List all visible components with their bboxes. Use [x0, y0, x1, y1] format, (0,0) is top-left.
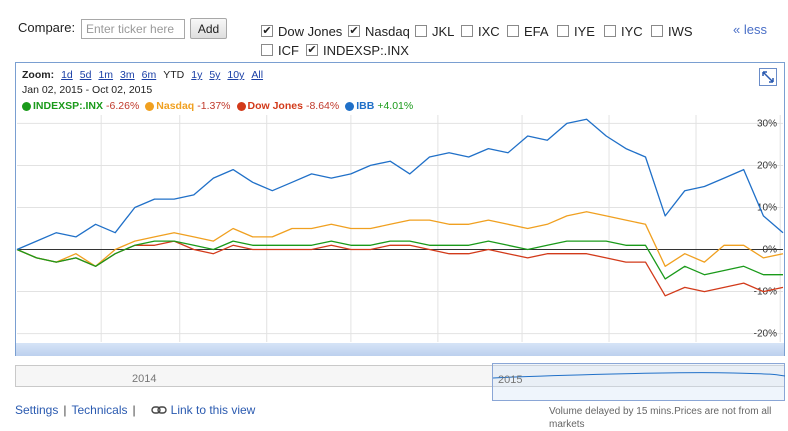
compare-item-label: Dow Jones: [278, 23, 343, 39]
compare-item-label: IXC: [478, 23, 500, 39]
settings-link[interactable]: Settings: [15, 403, 59, 417]
compare-item-label: Nasdaq: [365, 23, 410, 39]
series-line-ibb: [16, 118, 784, 251]
navigator-year-label: 2014: [132, 373, 157, 385]
checkbox-icon[interactable]: ✔: [306, 43, 318, 56]
legend-item[interactable]: Nasdaq -1.37%: [145, 100, 231, 112]
legend-dot-icon: [145, 101, 155, 111]
legend-dot-icon: [345, 101, 355, 111]
checkbox-icon[interactable]: [461, 25, 473, 37]
time-navigator[interactable]: 2014 2015: [15, 363, 786, 401]
compare-nasdaq[interactable]: ✔ Nasdaq: [348, 22, 410, 40]
zoom-all[interactable]: All: [251, 69, 264, 81]
checkbox-icon[interactable]: [415, 25, 427, 37]
zoom-10y[interactable]: 10y: [227, 69, 245, 81]
add-button[interactable]: Add: [190, 18, 227, 39]
series-line-nasdaq: [16, 211, 784, 267]
link-separator: |: [63, 403, 67, 417]
navigator-year-label: 2015: [498, 374, 523, 386]
zoom-1y[interactable]: 1y: [191, 69, 203, 81]
compare-icf[interactable]: ICF: [261, 41, 299, 59]
checkbox-icon[interactable]: [651, 25, 663, 37]
compare-item-label: IYE: [574, 23, 595, 39]
compare-bar: Compare: Add ✔Dow Jones ✔Nasdaq JKL IXC …: [15, 13, 785, 63]
legend-change: +4.01%: [377, 100, 414, 112]
checkbox-icon[interactable]: [604, 25, 616, 37]
compare-indexsp[interactable]: ✔ INDEXSP:.INX: [306, 41, 409, 59]
technicals-link[interactable]: Technicals: [71, 403, 128, 417]
zoom-1d[interactable]: 1d: [61, 69, 73, 81]
legend-name: INDEXSP:.INX: [33, 100, 104, 112]
zoom-bar: Zoom: 1d 5d 1m 3m 6m YTD 1y 5y 10y All: [22, 69, 263, 81]
checkbox-icon[interactable]: [261, 44, 273, 56]
month-axis-band: [16, 343, 784, 356]
zoom-3m[interactable]: 3m: [120, 69, 135, 81]
zoom-5d[interactable]: 5d: [79, 69, 92, 81]
compare-item-label: JKL: [432, 23, 455, 39]
zoom-1m[interactable]: 1m: [98, 69, 114, 81]
compare-item-label: ICF: [278, 42, 299, 58]
less-link[interactable]: « less: [733, 22, 767, 37]
compare-label: Compare:: [18, 20, 76, 35]
checkbox-icon[interactable]: [507, 25, 519, 37]
compare-efa[interactable]: EFA: [507, 22, 549, 40]
legend-change: -8.64%: [305, 100, 340, 112]
zoom-6m[interactable]: 6m: [141, 69, 157, 81]
legend-dot-icon: [22, 101, 31, 111]
legend-change: -1.37%: [197, 100, 231, 112]
legend-item[interactable]: INDEXSP:.INX -6.26%: [22, 100, 139, 112]
legend-dot-icon: [236, 101, 246, 111]
ticker-input[interactable]: [81, 19, 185, 39]
y-tick-label: 10%: [757, 202, 777, 213]
checkbox-icon[interactable]: ✔: [348, 24, 360, 37]
navigator-window[interactable]: 2015: [492, 363, 786, 401]
legend-name: Dow Jones: [247, 100, 303, 112]
compare-item-label: IYC: [621, 23, 643, 39]
compare-iws[interactable]: IWS: [651, 22, 693, 40]
y-tick-label: -10%: [754, 287, 777, 298]
compare-jkl[interactable]: JKL: [415, 22, 454, 40]
chain-link-icon: [150, 405, 167, 415]
series-line-dow-jones: [16, 240, 784, 297]
chart-plot[interactable]: 30%20%10%0%-10%-20%Jan'15Feb'15Mar'15Apr…: [16, 63, 784, 343]
legend-change: -6.26%: [106, 100, 140, 112]
legend: INDEXSP:.INX -6.26% Nasdaq -1.37% Dow Jo…: [22, 100, 413, 112]
compare-dow-jones[interactable]: ✔ Dow Jones: [261, 22, 342, 40]
link-to-view[interactable]: Link to this view: [170, 403, 256, 417]
checkbox-icon[interactable]: ✔: [261, 24, 273, 37]
compare-item-label: IWS: [668, 23, 693, 39]
compare-item-label: INDEXSP:.INX: [323, 42, 409, 58]
chart-panel: 30%20%10%0%-10%-20%Jan'15Feb'15Mar'15Apr…: [15, 62, 785, 356]
link-separator: |: [132, 403, 136, 417]
compare-iye[interactable]: IYE: [557, 22, 595, 40]
compare-item-label: EFA: [524, 23, 549, 39]
legend-item[interactable]: Dow Jones -8.64%: [236, 100, 340, 112]
bottom-links: Settings | Technicals | Link to this vie…: [15, 403, 255, 417]
legend-name: IBB: [356, 100, 375, 112]
zoom-5y[interactable]: 5y: [209, 69, 221, 81]
zoom-ytd[interactable]: YTD: [163, 69, 185, 81]
y-tick-label: 20%: [757, 160, 777, 171]
y-tick-label: -20%: [754, 329, 777, 340]
checkbox-icon[interactable]: [557, 25, 569, 37]
expand-chart-button[interactable]: [759, 68, 777, 86]
y-tick-label: 0%: [763, 245, 778, 256]
navigator-sparkline: [493, 372, 786, 379]
zoom-label: Zoom:: [22, 69, 55, 81]
legend-name: Nasdaq: [156, 100, 195, 112]
compare-ixc[interactable]: IXC: [461, 22, 500, 40]
legend-item[interactable]: IBB +4.01%: [345, 100, 413, 112]
series-line-indexsp-inx: [16, 240, 783, 280]
expand-icon: [762, 71, 774, 83]
compare-iyc[interactable]: IYC: [604, 22, 643, 40]
date-range: Jan 02, 2015 - Oct 02, 2015: [22, 84, 153, 96]
disclaimer: Volume delayed by 15 mins.Prices are not…: [549, 406, 772, 430]
y-tick-label: 30%: [757, 118, 777, 129]
